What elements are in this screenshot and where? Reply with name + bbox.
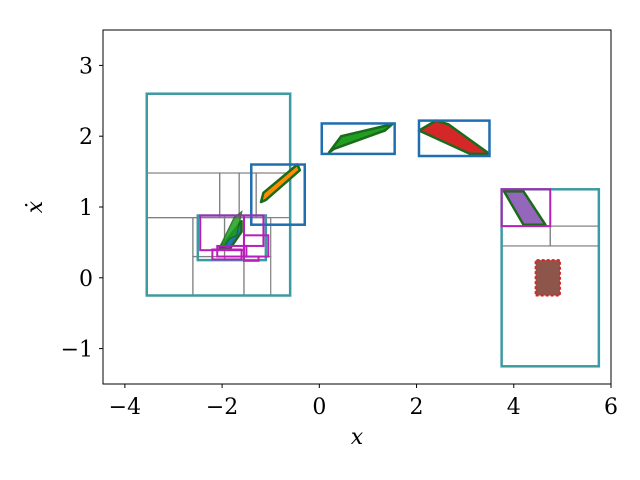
blue-boxes [250, 119, 491, 226]
y-axis-label: ẋ [23, 200, 48, 213]
y-ticks: −1 0 1 2 3 [61, 54, 103, 363]
x-tick-label: −2 [206, 395, 238, 420]
y-tick-label: −1 [61, 338, 93, 363]
gray-box [197, 214, 226, 261]
gray-partition-boxes [146, 172, 600, 297]
blue-box [250, 163, 306, 226]
gray-box [501, 225, 551, 247]
reachable-set-polygon [327, 122, 394, 154]
y-tick-label: 2 [79, 125, 93, 150]
x-ticks: −4 −2 0 2 4 6 [109, 384, 618, 420]
blue-box [417, 119, 491, 158]
x-tick-label: −4 [109, 395, 141, 420]
gray-box [549, 225, 600, 247]
y-tick-label: 1 [79, 196, 93, 221]
magenta-boxes [199, 188, 552, 262]
reachable-set-polygon [218, 210, 243, 249]
gray-box [192, 255, 245, 297]
magenta-box [500, 188, 552, 228]
magenta-box [211, 248, 243, 261]
magenta-box [242, 214, 265, 247]
reachable-set-polygons [218, 119, 561, 297]
y-tick-label: 3 [79, 54, 93, 79]
gray-box [146, 172, 221, 219]
reachable-set-polygon [534, 259, 561, 297]
x-tick-label: 4 [507, 395, 521, 420]
magenta-box [216, 244, 248, 258]
x-tick-label: 2 [410, 395, 424, 420]
reachable-set-polygon [502, 190, 547, 226]
gray-box [219, 172, 240, 219]
x-tick-label: 6 [604, 395, 618, 420]
magenta-box [242, 255, 260, 262]
x-tick-label: 0 [312, 395, 326, 420]
gray-box [243, 255, 272, 297]
x-axis-label: x [351, 425, 364, 450]
y-tick-label: 0 [79, 267, 93, 292]
teal-box [145, 92, 292, 297]
blue-box [320, 122, 396, 156]
gray-box [146, 217, 194, 297]
reachable-set-polygon [259, 163, 302, 204]
reachable-set-polygon [417, 119, 491, 156]
